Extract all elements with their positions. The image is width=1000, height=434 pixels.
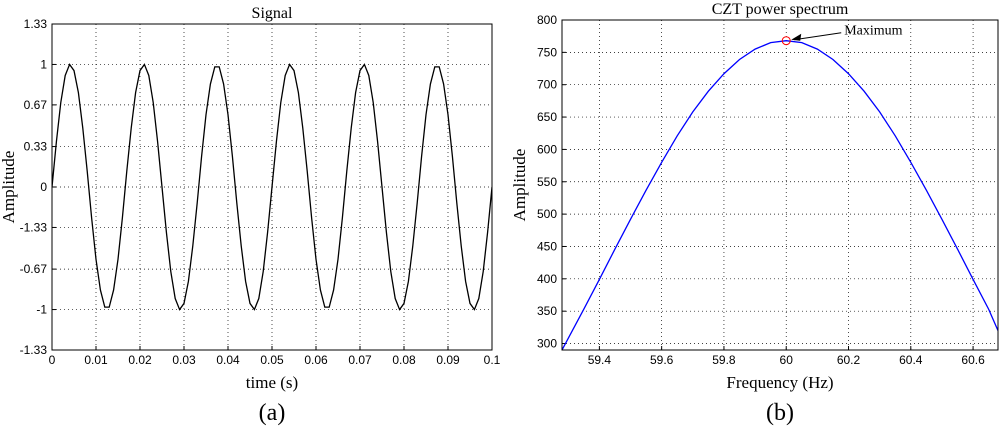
y-tick-label: 300 xyxy=(537,337,557,351)
panel-label: (a) xyxy=(259,400,286,426)
y-tick-label: -1.33 xyxy=(20,220,48,234)
y-axis-label: Amplitude xyxy=(510,149,529,222)
y-tick-label: 0.33 xyxy=(24,140,48,154)
y-tick-label: 400 xyxy=(537,272,557,286)
x-tick-label: 59.8 xyxy=(712,353,736,367)
y-tick-label: 550 xyxy=(537,175,557,189)
y-tick-label: 0 xyxy=(40,180,47,194)
x-tick-label: 0.05 xyxy=(260,353,284,367)
series-line xyxy=(52,63,492,311)
chart-title: Signal xyxy=(252,5,293,22)
arrow-head xyxy=(791,33,802,41)
y-tick-label: 700 xyxy=(537,78,557,92)
y-tick-label: 600 xyxy=(537,142,557,156)
x-tick-label: 0.07 xyxy=(348,353,372,367)
x-tick-label: 60.2 xyxy=(837,353,861,367)
y-tick-label: 1.33 xyxy=(24,17,48,31)
y-tick-label: -1.33 xyxy=(20,343,48,357)
x-axis-label: time (s) xyxy=(246,373,298,392)
x-tick-label: 60.6 xyxy=(961,353,985,367)
x-tick-label: 0.09 xyxy=(436,353,460,367)
x-tick-label: 60 xyxy=(780,353,794,367)
y-tick-label: 500 xyxy=(537,207,557,221)
x-axis-label: Frequency (Hz) xyxy=(726,373,833,392)
y-tick-label: 650 xyxy=(537,110,557,124)
x-tick-label: 0 xyxy=(49,353,56,367)
axes-frame xyxy=(51,23,493,351)
y-axis-label: Amplitude xyxy=(0,151,18,224)
y-tick-label: -1 xyxy=(36,303,47,317)
panel-label: (b) xyxy=(766,400,794,426)
y-tick-label: 0.67 xyxy=(24,98,48,112)
x-tick-label: 59.4 xyxy=(588,353,612,367)
x-tick-label: 0.04 xyxy=(216,353,240,367)
annotation-arrow xyxy=(794,32,842,41)
x-tick-label: 0.1 xyxy=(484,353,501,367)
x-tick-label: 0.01 xyxy=(84,353,108,367)
x-tick-label: 0.02 xyxy=(128,353,152,367)
y-tick-label: 750 xyxy=(537,45,557,59)
annotation-label: Maximum xyxy=(844,24,902,39)
y-tick-label: 1 xyxy=(40,57,47,71)
maximum-marker xyxy=(781,36,791,46)
x-tick-label: 59.6 xyxy=(650,353,674,367)
y-tick-label: 800 xyxy=(537,13,557,27)
series-line xyxy=(562,40,998,350)
x-tick-label: 0.08 xyxy=(392,353,416,367)
y-tick-label: -0.67 xyxy=(20,262,48,276)
x-tick-label: 0.03 xyxy=(172,353,196,367)
chart-title: CZT power spectrum xyxy=(712,1,849,18)
x-tick-label: 0.06 xyxy=(304,353,328,367)
y-tick-label: 350 xyxy=(537,304,557,318)
y-tick-label: 450 xyxy=(537,239,557,253)
axes-frame xyxy=(561,19,999,351)
x-tick-label: 60.4 xyxy=(899,353,923,367)
